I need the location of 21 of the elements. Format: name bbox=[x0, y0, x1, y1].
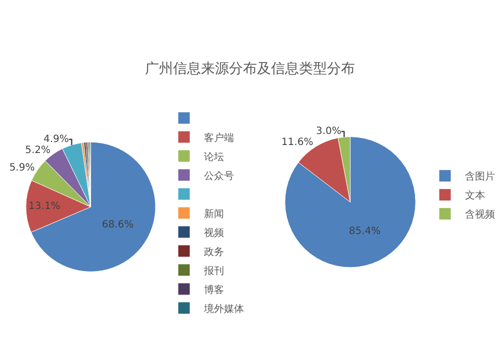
legend-label: 公众号 bbox=[204, 170, 234, 182]
legend-label: 政务 bbox=[204, 246, 224, 258]
data-label: 4.9% bbox=[44, 134, 69, 145]
legend-label: 含图片 bbox=[465, 170, 495, 183]
data-label: 5.9% bbox=[9, 162, 35, 174]
legend-label: 新闻 bbox=[204, 208, 224, 220]
legend-label: 境外媒体 bbox=[203, 302, 244, 315]
data-label: 3.0% bbox=[316, 126, 342, 137]
legend-label: 论坛 bbox=[204, 150, 224, 163]
legend-label: 含视频 bbox=[465, 208, 495, 221]
data-label: 11.6% bbox=[281, 136, 314, 148]
data-label: 68.6% bbox=[102, 219, 134, 230]
data-label: 85.4% bbox=[348, 226, 381, 237]
legend-label: 博客 bbox=[204, 284, 224, 296]
legend-label: 客户端 bbox=[204, 132, 234, 144]
data-label: 13.1% bbox=[28, 200, 60, 212]
chart-title: 广州信息来源分布及信息类型分布 bbox=[144, 60, 356, 78]
legend-label: 报刊 bbox=[203, 264, 224, 277]
legend-label: 文本 bbox=[465, 190, 485, 202]
data-label: 5.2% bbox=[25, 144, 51, 156]
legend-label: 视频 bbox=[204, 226, 224, 239]
